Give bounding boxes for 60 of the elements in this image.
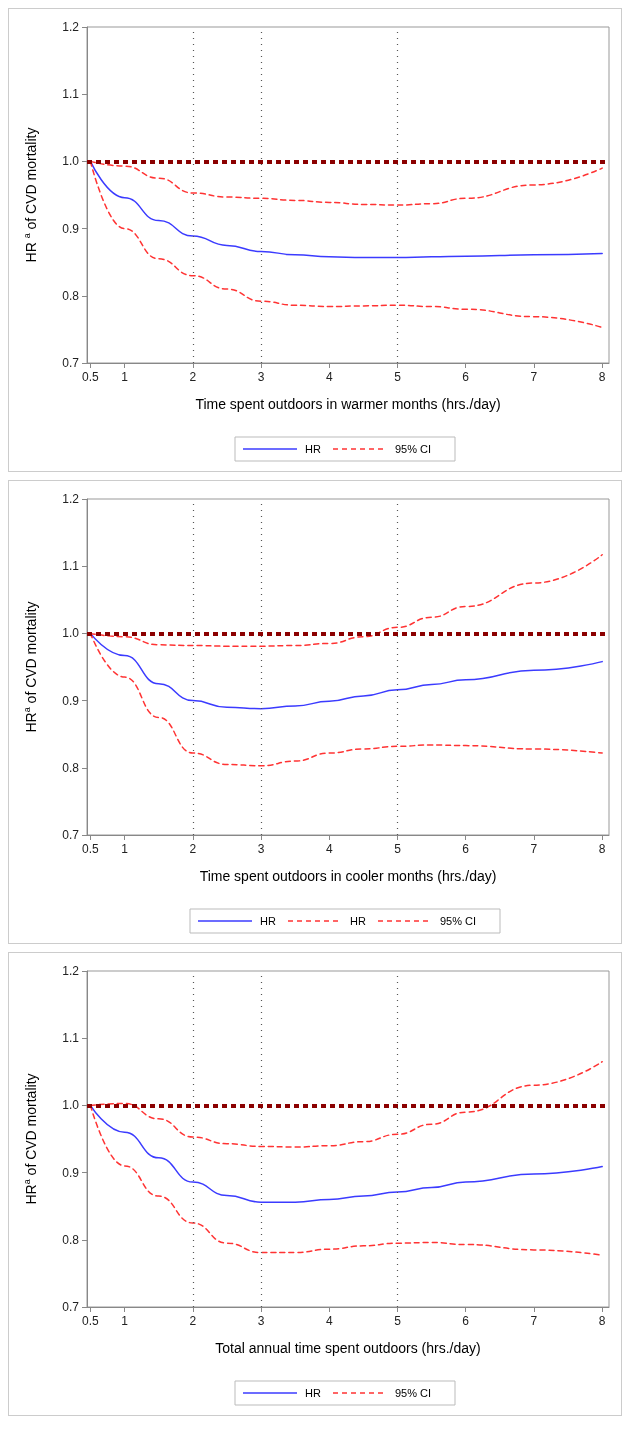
x-axis-title: Total annual time spent outdoors (hrs./day) [215, 1340, 481, 1356]
x-tick-label: 8 [598, 370, 606, 384]
x-axis-title: Time spent outdoors in cooler months (hrs./day) [199, 868, 497, 884]
x-tick-label: 5 [394, 1314, 402, 1328]
legend-label: 95% CI [395, 443, 432, 455]
x-tick-label: 0.5 [82, 842, 100, 856]
x-tick-label: 4 [325, 842, 333, 856]
x-tick-label: 5 [394, 842, 402, 856]
x-tick-label: 7 [530, 370, 538, 384]
x-tick-label: 8 [598, 842, 606, 856]
x-tick-label: 6 [462, 1314, 470, 1328]
y-axis-title: HR a of CVD mortality [21, 127, 39, 263]
x-tick-label: 2 [189, 842, 197, 856]
y-tick-label: 0.8 [62, 288, 80, 303]
y-tick-label: 0.8 [62, 1232, 80, 1247]
x-tick-label: 8 [598, 1314, 606, 1328]
x-tick-label: 6 [462, 842, 470, 856]
x-tick-label: 7 [530, 842, 538, 856]
x-tick-label: 7 [530, 1314, 538, 1328]
y-tick-label: 0.8 [62, 760, 80, 775]
line-series [89, 1104, 603, 1203]
x-tick-label: 1 [121, 842, 129, 856]
x-axis-title: Time spent outdoors in warmer months (hrs./day) [195, 396, 501, 412]
legend-label: HR [305, 443, 321, 455]
y-tick-label: 1.1 [62, 1031, 80, 1046]
y-axis-title: HRa of CVD mortality [21, 1073, 39, 1205]
x-tick-label: 2 [189, 370, 197, 384]
y-tick-label: 1.2 [62, 20, 80, 34]
y-tick-label: 0.7 [62, 1300, 80, 1314]
legend-label: HR [305, 1387, 321, 1399]
y-tick-label: 1.2 [62, 492, 80, 506]
line-series [89, 632, 603, 710]
x-tick-label: 3 [257, 842, 265, 856]
legend-label: 95% CI [440, 915, 477, 927]
y-tick-label: 1.0 [62, 154, 80, 169]
x-tick-label: 3 [257, 1314, 265, 1328]
x-tick-label: 1 [121, 1314, 129, 1328]
y-tick-label: 0.7 [62, 356, 80, 370]
x-tick-label: 0.5 [82, 370, 100, 384]
x-tick-label: 4 [325, 1314, 333, 1328]
y-tick-label: 0.9 [62, 1165, 80, 1180]
y-tick-label: 0.9 [62, 221, 80, 236]
x-tick-label: 2 [189, 1314, 197, 1328]
y-tick-label: 1.1 [62, 87, 80, 102]
legend-label: 95% CI [395, 1387, 432, 1399]
y-tick-label: 1.1 [62, 559, 80, 574]
x-tick-label: 4 [325, 370, 333, 384]
legend-label: HR [260, 915, 276, 927]
x-tick-label: 1 [121, 370, 129, 384]
x-tick-label: 3 [257, 370, 265, 384]
y-axis-title: HRa of CVD mortality [21, 601, 39, 733]
x-tick-label: 6 [462, 370, 470, 384]
y-tick-label: 1.0 [62, 1098, 80, 1113]
legend-label: HR [350, 915, 366, 927]
x-tick-label: 0.5 [82, 1314, 100, 1328]
x-tick-label: 5 [394, 370, 402, 384]
y-tick-label: 1.0 [62, 626, 80, 641]
y-tick-label: 0.9 [62, 693, 80, 708]
y-tick-label: 0.7 [62, 828, 80, 842]
y-tick-label: 1.2 [62, 964, 80, 978]
